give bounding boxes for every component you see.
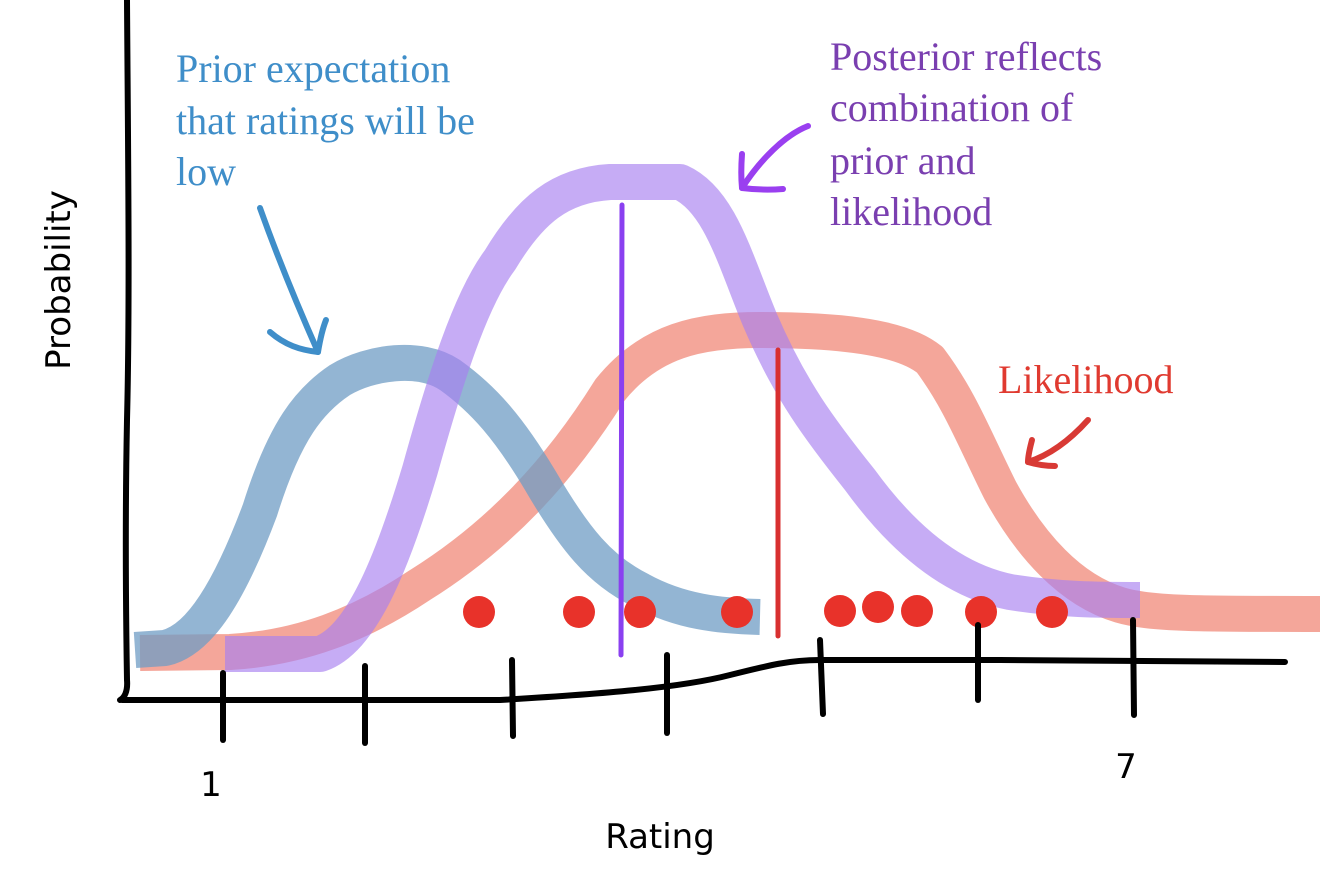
axes xyxy=(117,0,1288,746)
data-point xyxy=(824,595,856,627)
likelihood-annotation: Likelihood xyxy=(998,357,1174,469)
data-point xyxy=(901,595,933,627)
posterior-annotation: Posterior reflects combination of prior … xyxy=(738,34,1102,234)
prior-annotation-line: that ratings will be xyxy=(176,98,475,143)
likelihood-arrow-icon xyxy=(1025,417,1091,469)
x-axis xyxy=(119,657,1288,703)
y-axis xyxy=(117,0,132,703)
x-tick xyxy=(1130,617,1137,718)
prior-arrow-icon xyxy=(257,205,329,355)
data-point xyxy=(721,596,753,628)
posterior-annotation-line: combination of xyxy=(830,85,1074,130)
posterior-annotation-line: prior and xyxy=(830,138,976,183)
posterior-mean-line xyxy=(618,202,625,658)
data-point xyxy=(965,596,997,628)
prior-annotation-line: low xyxy=(176,149,236,194)
data-point xyxy=(1036,596,1068,628)
data-points xyxy=(463,591,1068,628)
data-point xyxy=(862,591,894,623)
x-tick-label-last: 7 xyxy=(1115,747,1137,787)
data-point xyxy=(463,596,495,628)
x-tick xyxy=(817,637,826,717)
likelihood-annotation-label: Likelihood xyxy=(998,357,1174,402)
y-axis-label: Probability xyxy=(39,190,79,370)
x-axis-label: Rating xyxy=(605,817,715,857)
prior-annotation: Prior expectation that ratings will be l… xyxy=(176,46,475,355)
posterior-annotation-line: likelihood xyxy=(830,189,992,234)
prior-annotation-line: Prior expectation xyxy=(176,46,450,91)
data-point xyxy=(624,596,656,628)
x-tick-label-first: 1 xyxy=(200,765,222,805)
x-tick xyxy=(509,657,516,739)
posterior-annotation-line: Posterior reflects xyxy=(830,34,1102,79)
posterior-arrow-icon xyxy=(738,123,811,193)
data-point xyxy=(563,596,595,628)
posterior-curve xyxy=(225,164,1141,672)
